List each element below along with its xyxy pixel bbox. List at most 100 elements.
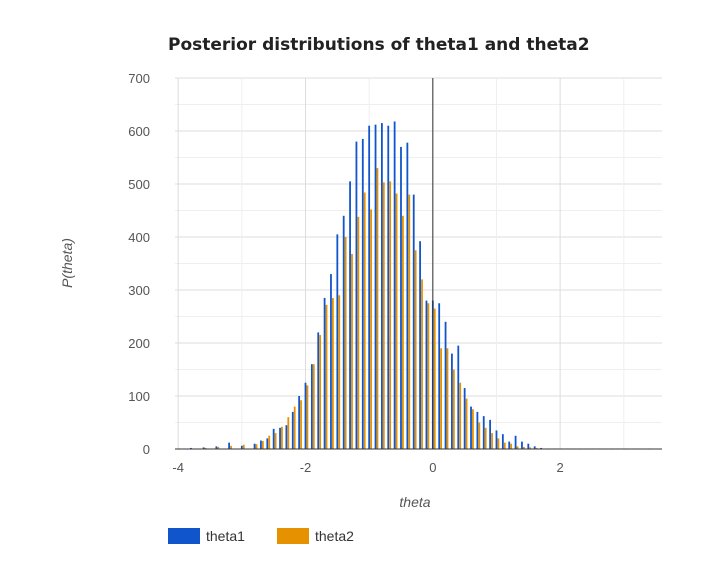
- bar-theta1: [330, 274, 332, 449]
- bar-theta2: [325, 304, 328, 449]
- bar-theta1: [470, 406, 472, 449]
- bar-theta2: [344, 237, 347, 449]
- bar-theta2: [433, 308, 436, 449]
- bar-theta2: [472, 409, 474, 449]
- bar-theta1: [342, 215, 345, 449]
- x-tick-label: -2: [300, 460, 312, 475]
- bar-theta1: [425, 300, 428, 449]
- bar-theta1: [202, 447, 205, 449]
- bar-theta1: [457, 345, 460, 449]
- bar-theta1: [285, 425, 288, 449]
- bar-theta1: [451, 353, 453, 449]
- bar-theta2: [497, 438, 500, 449]
- bar-theta2: [370, 209, 372, 449]
- bar-theta1: [419, 241, 421, 449]
- y-tick-label: 700: [128, 71, 150, 86]
- legend-swatch-theta1: [168, 528, 200, 544]
- chart-title: Posterior distributions of theta1 and th…: [168, 35, 590, 55]
- axes: [175, 78, 662, 450]
- bar-theta2: [300, 400, 302, 449]
- bar-theta2: [389, 181, 392, 449]
- bar-theta1: [228, 442, 231, 449]
- bar-theta2: [306, 385, 309, 449]
- legend-swatch-theta2: [277, 528, 309, 544]
- bar-theta1: [508, 441, 511, 449]
- y-tick-labels: 0 100 200 300 400 500 600 700: [128, 71, 150, 457]
- bar-theta1: [463, 388, 466, 449]
- bar-theta1: [476, 411, 479, 449]
- bar-theta2: [230, 445, 232, 449]
- bar-theta2: [522, 446, 525, 449]
- bar-theta1: [533, 446, 536, 449]
- bar-theta1: [540, 447, 542, 449]
- bar-theta1: [374, 124, 377, 449]
- bar-theta1: [304, 382, 307, 449]
- bar-theta2: [268, 435, 271, 449]
- bar-theta1: [215, 446, 218, 449]
- bar-theta1: [393, 121, 396, 450]
- bar-theta2: [440, 348, 442, 449]
- bar-theta1: [501, 434, 504, 449]
- bar-theta1: [317, 332, 320, 449]
- bar-theta2: [293, 406, 296, 449]
- bar-theta2: [312, 364, 315, 449]
- bar-theta1: [349, 181, 351, 449]
- bar-theta2: [535, 447, 538, 449]
- bar-theta2: [491, 433, 493, 449]
- x-axis-title: theta: [399, 494, 430, 510]
- bar-theta2: [414, 250, 417, 449]
- bar-theta2: [427, 303, 430, 449]
- bar-theta2: [363, 192, 366, 450]
- y-tick-label: 100: [128, 389, 150, 404]
- bar-theta1: [400, 146, 402, 449]
- bar-theta2: [446, 348, 449, 449]
- bar-theta2: [421, 279, 423, 449]
- bar-theta2: [255, 444, 258, 449]
- bar-theta2: [281, 426, 283, 449]
- bar-theta2: [459, 382, 462, 449]
- bar-theta1: [291, 411, 294, 449]
- bar-theta1: [412, 194, 415, 449]
- bar-theta1: [514, 435, 517, 449]
- bar-theta2: [478, 422, 481, 449]
- y-tick-label: 500: [128, 177, 150, 192]
- bar-theta2: [465, 398, 468, 449]
- bar-theta2: [331, 297, 334, 449]
- x-tick-label: -4: [172, 460, 184, 475]
- bar-theta2: [357, 216, 360, 449]
- bar-theta2: [484, 427, 487, 449]
- bar-theta1: [527, 443, 530, 449]
- bar-theta1: [521, 441, 523, 449]
- bar-theta2: [503, 442, 506, 449]
- bar-theta2: [351, 253, 353, 449]
- bar-theta2: [408, 194, 411, 449]
- bar-theta2: [516, 446, 519, 449]
- bar-theta2: [529, 447, 532, 449]
- bar-theta1: [368, 125, 371, 449]
- bar-theta1: [266, 438, 269, 449]
- bars: [177, 121, 653, 450]
- bar-theta1: [482, 416, 485, 449]
- bar-theta1: [489, 419, 492, 449]
- bar-theta1: [190, 447, 192, 449]
- bar-theta1: [253, 443, 256, 449]
- bar-theta1: [495, 430, 498, 449]
- x-tick-label: 2: [557, 460, 564, 475]
- bar-theta2: [382, 182, 385, 449]
- bar-theta1: [361, 138, 364, 449]
- bar-theta2: [395, 193, 398, 449]
- bar-theta1: [444, 321, 447, 449]
- bar-theta1: [336, 234, 339, 449]
- bar-theta2: [242, 444, 245, 449]
- bar-theta1: [272, 428, 275, 449]
- bar-theta1: [438, 303, 441, 449]
- legend-label-theta1: theta1: [206, 528, 245, 544]
- bar-theta1: [310, 364, 313, 449]
- x-tick-labels: -4 -2 0 2: [172, 460, 563, 475]
- bar-theta2: [217, 446, 220, 449]
- bar-theta2: [402, 215, 404, 449]
- bar-theta1: [279, 427, 281, 449]
- bar-theta1: [323, 297, 326, 449]
- y-tick-label: 600: [128, 124, 150, 139]
